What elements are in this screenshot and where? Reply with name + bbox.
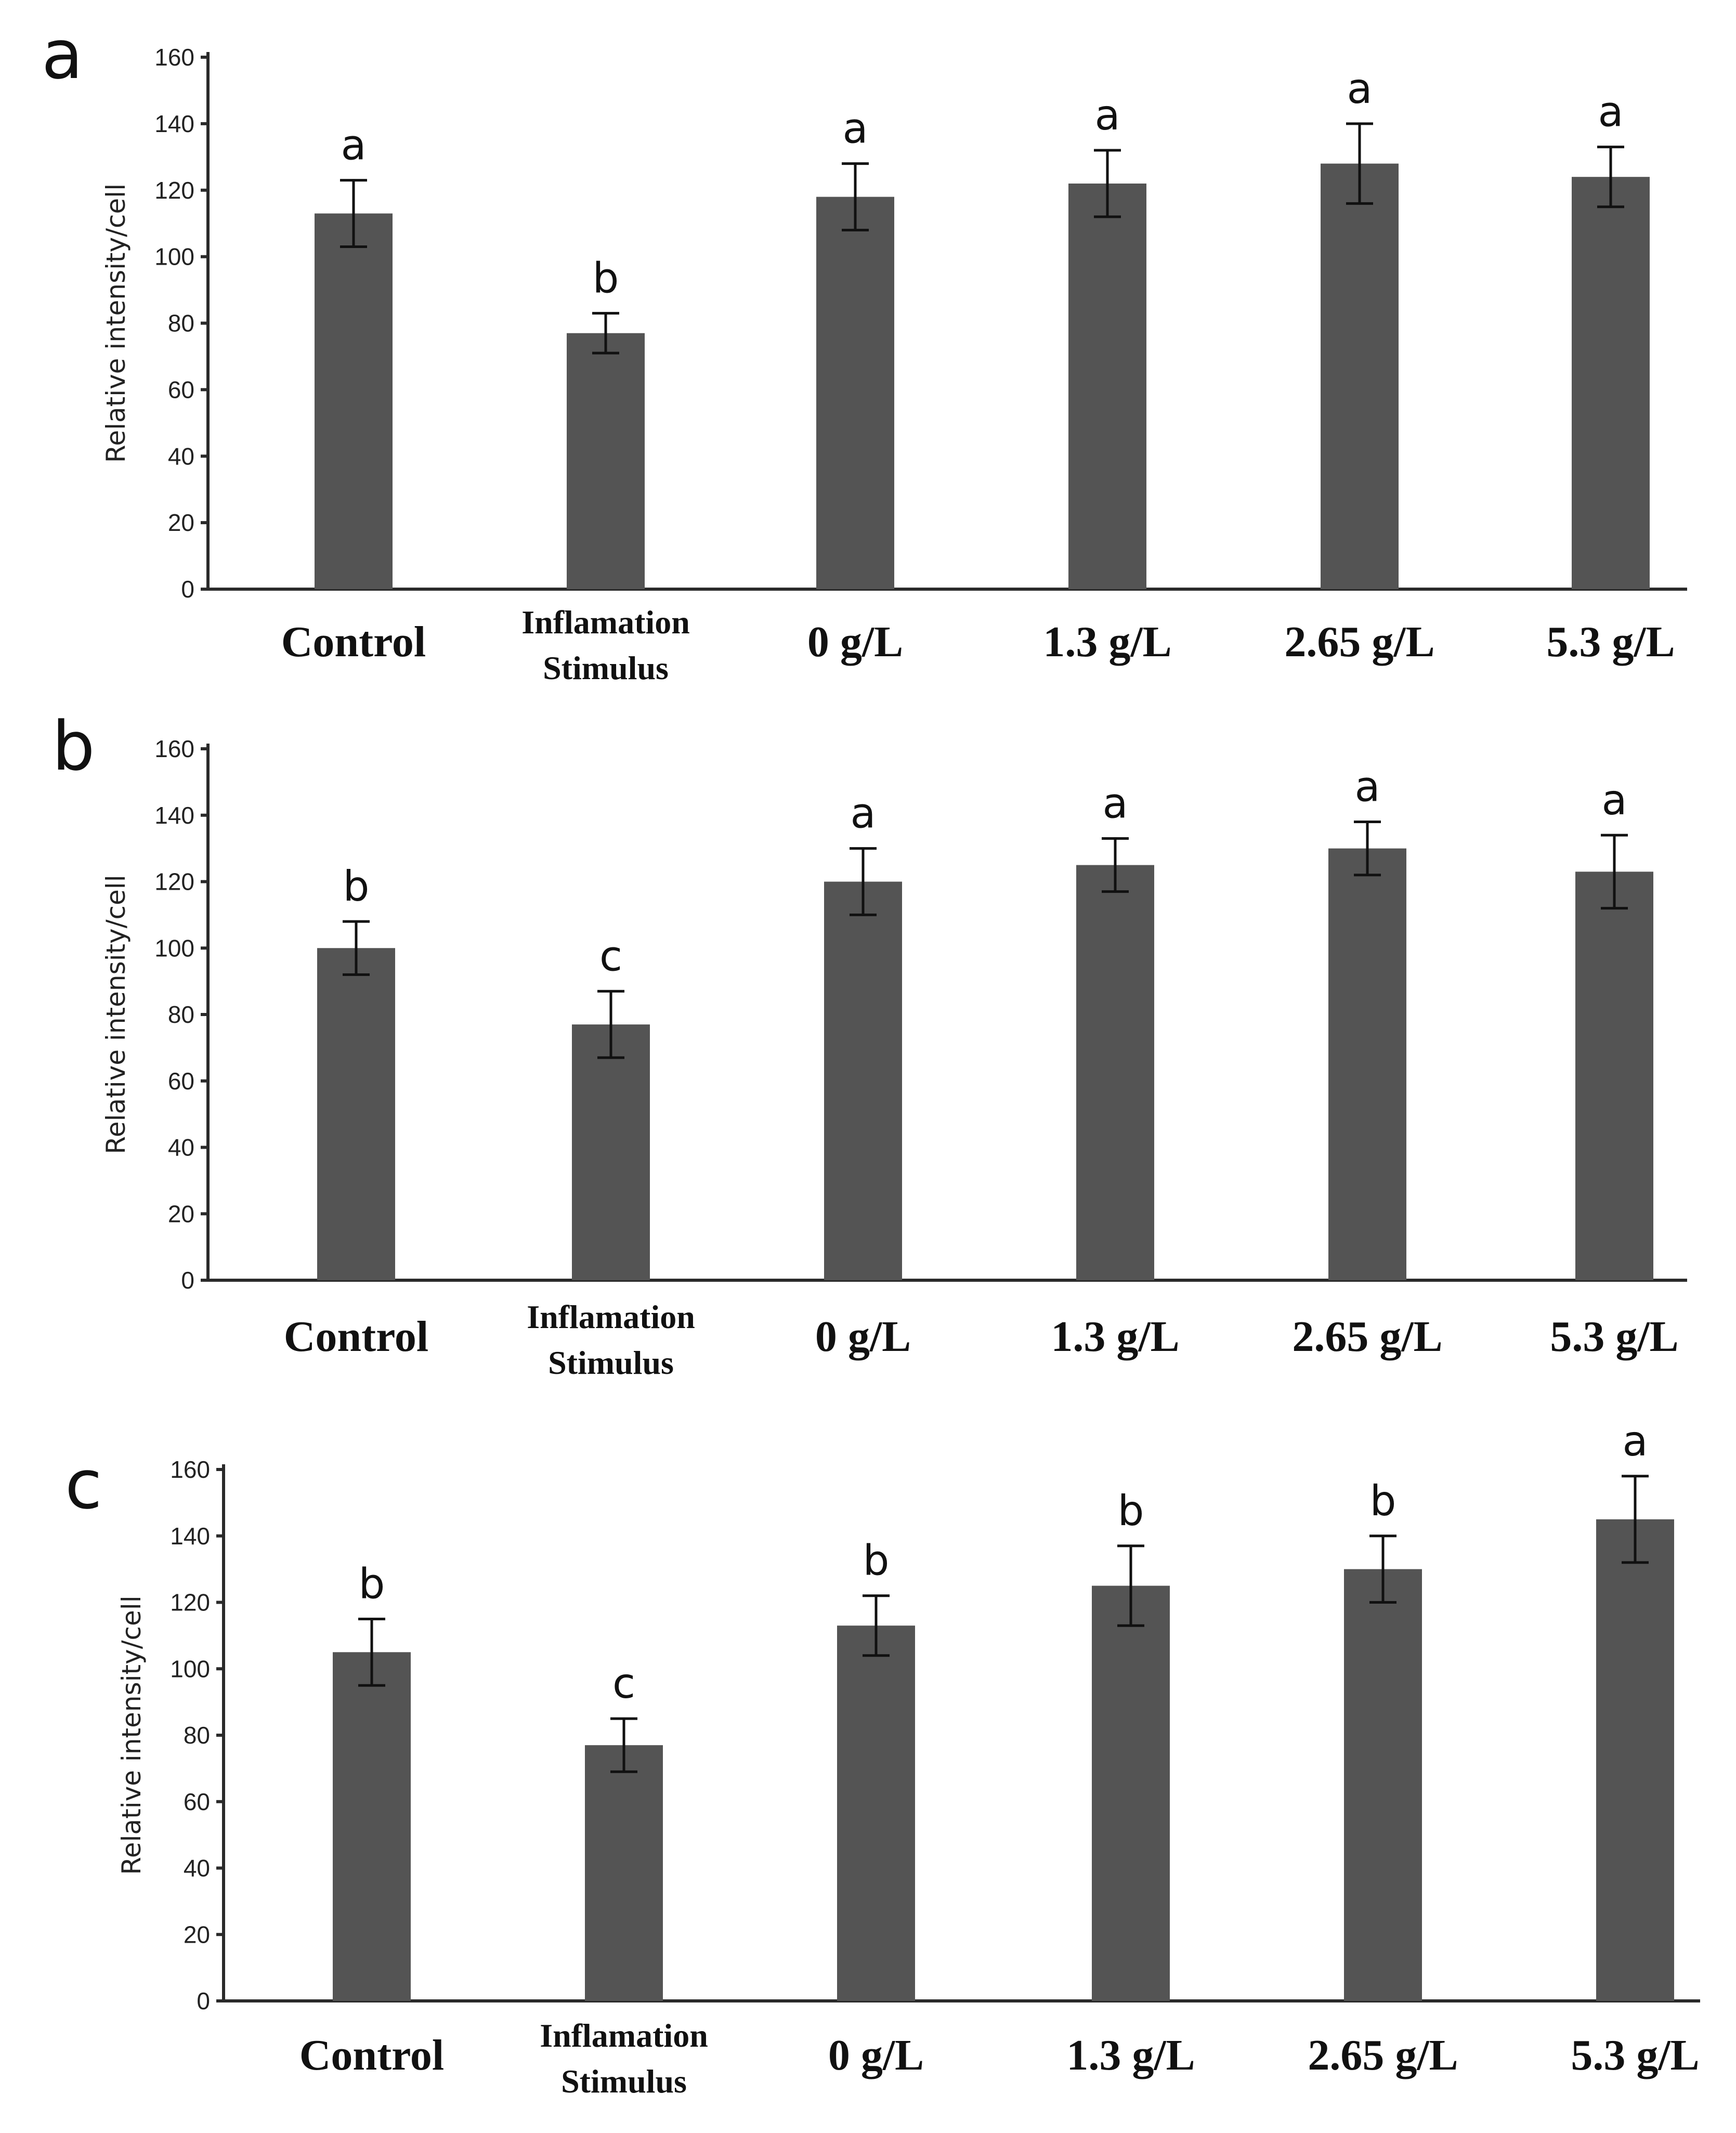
y-axis-title: Relative intensity/cell (116, 1595, 147, 1875)
significance-letter: a (850, 789, 876, 838)
significance-letter: a (1601, 776, 1627, 824)
significance-letter: a (1354, 763, 1380, 811)
x-category-label: Control (284, 1312, 428, 1361)
significance-letter: c (599, 932, 622, 980)
x-category-label: Control (281, 618, 426, 666)
bar (585, 1745, 663, 2001)
bar (837, 1625, 915, 2001)
y-tick-label: 20 (168, 509, 194, 536)
y-tick-label: 160 (154, 735, 194, 762)
bar (1068, 183, 1146, 589)
panel-label: a (42, 15, 83, 94)
bar (1575, 872, 1653, 1280)
chart-panel-c: c 0 20 40 60 80 100 120 140 160 Relative intensity… (65, 1417, 1700, 2100)
y-tick-label: 100 (154, 934, 194, 961)
y-tick-label: 160 (154, 44, 194, 71)
x-category-label: 0 g/L (828, 2031, 924, 2079)
significance-letter: b (863, 1537, 890, 1585)
x-category-label: Control (299, 2031, 444, 2079)
x-category-label: Stimulus (561, 2063, 687, 2100)
y-tick-label: 120 (154, 868, 194, 895)
y-tick-label: 0 (181, 576, 194, 603)
bar (1596, 1519, 1674, 2001)
x-category-label: 1.3 g/L (1051, 1312, 1179, 1361)
y-tick-label: 80 (168, 310, 194, 337)
y-axis-title: Relative intensity/cell (101, 184, 131, 463)
x-category-label: 5.3 g/L (1546, 618, 1675, 666)
x-category-label: Inflamation (521, 604, 690, 641)
bar (1321, 163, 1399, 590)
x-category-label: 2.65 g/L (1292, 1312, 1442, 1361)
significance-letter: b (1118, 1487, 1144, 1535)
y-tick-label: 20 (184, 1921, 210, 1948)
x-category-label: 5.3 g/L (1550, 1312, 1678, 1361)
y-tick-label: 140 (154, 110, 194, 137)
significance-letter: a (341, 121, 366, 170)
significance-letter: a (1094, 91, 1120, 139)
chart-panel-b: b 0 20 40 60 80 100 120 140 160 Relative intensity… (52, 707, 1687, 1381)
y-tick-label: 80 (184, 1722, 210, 1749)
x-category-label: 1.3 g/L (1043, 618, 1171, 666)
significance-letter: c (612, 1659, 635, 1708)
x-category-label: 2.65 g/L (1284, 618, 1434, 666)
panel-label: b (52, 707, 95, 786)
bar (567, 333, 645, 589)
bar (1092, 1585, 1170, 2001)
x-category-label: Stimulus (548, 1344, 674, 1381)
bar (816, 197, 894, 590)
y-tick-label: 60 (184, 1788, 210, 1815)
y-tick-label: 80 (168, 1001, 194, 1028)
y-tick-label: 0 (197, 1987, 210, 2014)
significance-letter: a (1347, 64, 1372, 113)
y-tick-label: 120 (170, 1589, 210, 1616)
y-tick-label: 100 (154, 243, 194, 270)
significance-letter: b (1370, 1477, 1396, 1525)
bar (1328, 848, 1406, 1280)
y-tick-label: 40 (168, 1134, 194, 1161)
x-category-label: 0 g/L (807, 618, 903, 666)
x-category-label: Inflamation (540, 2017, 708, 2054)
x-category-label: 2.65 g/L (1308, 2031, 1458, 2079)
bar (1344, 1569, 1422, 2001)
significance-letter: a (842, 105, 868, 153)
panel-label: c (65, 1445, 102, 1524)
x-category-label: Inflamation (527, 1298, 695, 1335)
bar (1572, 177, 1650, 589)
significance-letter: a (1102, 779, 1128, 827)
x-category-label: 1.3 g/L (1066, 2031, 1195, 2079)
x-category-label: 5.3 g/L (1571, 2031, 1699, 2079)
chart-panel-a: a 0 20 40 60 80 100 120 140 160 Relative intensity… (42, 15, 1687, 686)
y-tick-label: 140 (154, 802, 194, 829)
y-tick-label: 40 (168, 443, 194, 470)
y-tick-label: 140 (170, 1523, 210, 1550)
significance-letter: b (343, 862, 370, 911)
significance-letter: b (593, 254, 619, 302)
y-tick-label: 40 (184, 1855, 210, 1882)
y-tick-label: 60 (168, 1068, 194, 1095)
y-tick-label: 120 (154, 177, 194, 204)
significance-letter: a (1598, 88, 1623, 136)
y-tick-label: 20 (168, 1200, 194, 1227)
bar (1076, 865, 1154, 1280)
bar (317, 948, 395, 1280)
bar (333, 1652, 411, 2001)
significance-letter: b (359, 1559, 385, 1608)
y-tick-label: 60 (168, 376, 194, 403)
y-tick-label: 0 (181, 1267, 194, 1294)
bar (572, 1024, 650, 1280)
bar (315, 213, 393, 590)
x-category-label: Stimulus (543, 649, 669, 686)
significance-letter: a (1622, 1417, 1648, 1465)
bar (824, 881, 902, 1280)
y-tick-label: 100 (170, 1655, 210, 1682)
x-category-label: 0 g/L (815, 1312, 911, 1361)
y-axis-title: Relative intensity/cell (101, 875, 131, 1154)
y-tick-label: 160 (170, 1456, 210, 1483)
